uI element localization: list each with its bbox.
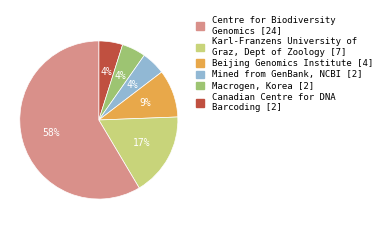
Text: 4%: 4% (115, 71, 127, 81)
Wedge shape (99, 41, 123, 120)
Text: 4%: 4% (100, 66, 112, 77)
Text: 17%: 17% (133, 138, 150, 148)
Wedge shape (20, 41, 139, 199)
Wedge shape (99, 117, 178, 188)
Text: 58%: 58% (43, 128, 60, 138)
Wedge shape (99, 45, 144, 120)
Text: 4%: 4% (127, 80, 139, 90)
Wedge shape (99, 55, 162, 120)
Text: 9%: 9% (139, 98, 151, 108)
Wedge shape (99, 72, 178, 120)
Legend: Centre for Biodiversity
Genomics [24], Karl-Franzens University of
Graz, Dept of: Centre for Biodiversity Genomics [24], K… (196, 16, 373, 112)
